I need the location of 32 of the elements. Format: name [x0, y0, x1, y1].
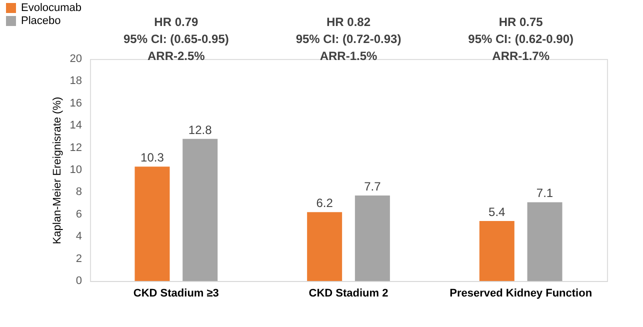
- y-tick-label: 14: [70, 120, 82, 132]
- y-axis-title: Kaplan-Meier Ereignisrate (%): [52, 96, 64, 244]
- y-tick-label: 20: [70, 53, 82, 65]
- y-tick-label: 2: [76, 252, 82, 265]
- y-tick-label: 10: [70, 164, 82, 176]
- bar: [479, 221, 514, 281]
- y-tick-label: 12: [70, 142, 82, 154]
- data-label: 10.3: [140, 150, 164, 165]
- x-tick-label: Preserved Kidney Function: [450, 288, 592, 300]
- legend-label: Evolocumab: [21, 2, 82, 14]
- annotation: HR 0.79 95% CI: (0.65-0.95) ARR-2.5%: [123, 15, 229, 63]
- data-label: 7.1: [536, 186, 554, 200]
- bar: [134, 166, 170, 281]
- data-label: 12.8: [188, 122, 212, 137]
- bar: [527, 202, 562, 281]
- bar: [182, 138, 218, 281]
- x-tick-label: CKD Stadium 2: [308, 288, 388, 300]
- bar: [307, 212, 342, 281]
- y-tick-label: 0: [76, 275, 82, 287]
- y-tick-label: 6: [76, 208, 82, 220]
- annotation: HR 0.82 95% CI: (0.72-0.93) ARR-1.5%: [296, 15, 402, 63]
- x-tick-label: CKD Stadium ≥3: [133, 288, 219, 300]
- bar: [354, 196, 390, 281]
- y-tick-label: 4: [76, 230, 82, 243]
- data-label: 7.7: [364, 180, 382, 194]
- data-label: 6.2: [316, 196, 334, 210]
- y-tick-label: 16: [70, 97, 82, 110]
- y-tick-label: 8: [76, 186, 82, 198]
- annotation: HR 0.75 95% CI: (0.62-0.90) ARR-1.7%: [468, 15, 574, 63]
- data-label: 5.4: [488, 205, 506, 220]
- y-tick-label: 18: [70, 75, 82, 88]
- legend-label: Placebo: [21, 15, 61, 27]
